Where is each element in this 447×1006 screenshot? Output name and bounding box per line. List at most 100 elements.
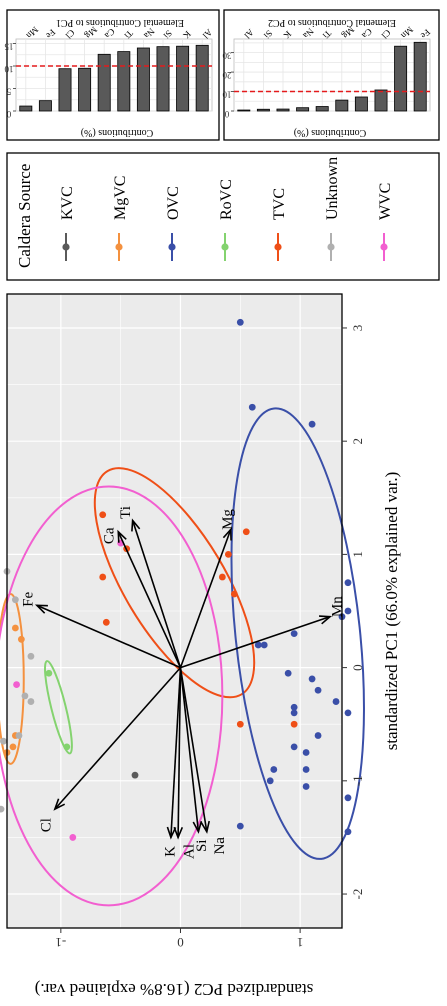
point-unknown	[0, 737, 7, 745]
loading-arrowhead-na	[200, 820, 210, 834]
loading-arrow-mg	[179, 529, 232, 668]
legend-key-dot-kvc	[62, 243, 70, 251]
x-tick-label: 1	[350, 551, 365, 558]
legend-key-dot-ovc	[168, 243, 176, 251]
ellipse-wvc	[0, 485, 224, 907]
loading-arrow-mn	[180, 615, 331, 669]
loading-label-na: Na	[212, 837, 228, 855]
point-tvc	[224, 550, 232, 558]
loading-label-ca: Ca	[102, 527, 118, 544]
legend-key-dot-unknown	[327, 243, 335, 251]
loading-arrowhead-mg	[222, 527, 232, 541]
pc2-y-axis-label: Contributions (%)	[294, 127, 367, 138]
point-unknown	[11, 596, 19, 604]
point-ovc	[344, 607, 352, 615]
loading-arrow-al	[177, 667, 182, 838]
ellipse-rovc	[43, 660, 73, 755]
legend-label-tvc: TVC	[271, 188, 288, 220]
point-mgvc	[11, 624, 19, 632]
point-ovc	[344, 579, 352, 587]
point-ovc	[254, 641, 262, 649]
bar-fe	[413, 41, 427, 112]
legend-items: KVC MgVC OVC RoVC TVC Unknown WVC	[59, 157, 394, 261]
pc2-chart-caption: Elemental Contributions to PC2	[268, 17, 396, 28]
loading-label-fe: Fe	[20, 591, 36, 606]
bar-na	[296, 107, 310, 112]
point-tvc	[230, 590, 238, 598]
ellipse-ovc	[230, 407, 365, 860]
y-tick-label: -1	[55, 935, 66, 950]
point-rovc	[63, 743, 71, 751]
point-ovc	[270, 766, 278, 773]
loading-label-si: Si	[194, 840, 210, 853]
legend-label-ovc: OVC	[165, 186, 182, 220]
point-ovc	[302, 766, 310, 773]
legend-label-mgvc: MgVC	[112, 176, 129, 220]
pc1-chart-caption: Elemental Contributions to PC1	[56, 17, 184, 28]
bar-mg	[78, 67, 92, 112]
loading-arrowhead-si	[192, 820, 203, 834]
point-tvc	[102, 618, 110, 626]
y-tick-label: 0	[177, 935, 184, 950]
point-ovc	[344, 794, 352, 802]
point-ovc	[314, 686, 322, 694]
point-ovc	[314, 732, 322, 739]
bar-tick-label: 30	[222, 51, 232, 61]
ellipse-mgvc	[0, 593, 25, 765]
point-ovc	[236, 822, 244, 830]
point-ovc	[308, 675, 316, 683]
bar-tick-label: 10	[4, 64, 14, 74]
loading-label-k: K	[162, 846, 178, 857]
pc2-bars	[234, 41, 430, 112]
point-rovc	[45, 669, 53, 677]
x-tick-label: 2	[350, 438, 365, 445]
bar-mn	[394, 45, 408, 112]
biplot-y-ticks: 1 0 -1	[55, 928, 303, 950]
loading-arrowhead-k	[166, 826, 177, 840]
biplot-frame	[6, 293, 343, 929]
legend-label-wvc: WVC	[377, 183, 394, 220]
bar-ca	[97, 53, 111, 112]
x-tick-label: -1	[350, 775, 365, 786]
bar-tick-label: 5	[6, 87, 11, 97]
bar-tick-label: 20	[222, 70, 232, 80]
bar-tick-label: 0	[6, 109, 11, 119]
point-ovc	[236, 318, 244, 326]
loading-label-al: Al	[182, 844, 198, 859]
loading-arrow-ca	[117, 531, 182, 668]
loading-arrowhead-ca	[117, 529, 127, 543]
point-ovc	[344, 828, 352, 836]
loading-arrow-cl	[54, 667, 182, 810]
bar-tick-label: 10	[222, 90, 232, 100]
point-ovc	[308, 420, 316, 428]
point-unknown	[0, 805, 5, 813]
biplot-x-axis-label: standardized PC1 (66.0% explained var.)	[382, 472, 401, 751]
point-ovc	[344, 709, 352, 717]
bar-mn	[19, 105, 33, 112]
bar-tick-label: 0	[224, 109, 229, 119]
point-ovc	[302, 783, 310, 790]
loading-arrowhead-mn	[319, 615, 333, 625]
bar-si	[256, 108, 270, 112]
loading-arrowhead-cl	[53, 798, 66, 811]
loading-arrowhead-al	[173, 826, 184, 840]
point-tvc	[242, 528, 250, 536]
bar-fe	[38, 100, 52, 112]
legend: Caldera Source KVC MgVC OVC RoVC TVC Unknown W…	[6, 152, 440, 281]
legend-label-unknown: Unknown	[324, 157, 341, 220]
loading-arrow-na	[179, 667, 208, 832]
biplot-y-axis-label: standardized PC2 (16.8% explained var.)	[35, 980, 314, 999]
bar-cl	[58, 68, 72, 112]
bar-si	[156, 46, 170, 112]
bar-mg	[335, 99, 349, 112]
point-ovc	[290, 630, 298, 638]
loading-label-cl: Cl	[38, 818, 54, 832]
bar-k	[276, 108, 290, 112]
loading-arrowhead-ti	[131, 518, 141, 532]
point-unknown	[21, 692, 29, 700]
loading-label-ti: Ti	[118, 506, 134, 519]
